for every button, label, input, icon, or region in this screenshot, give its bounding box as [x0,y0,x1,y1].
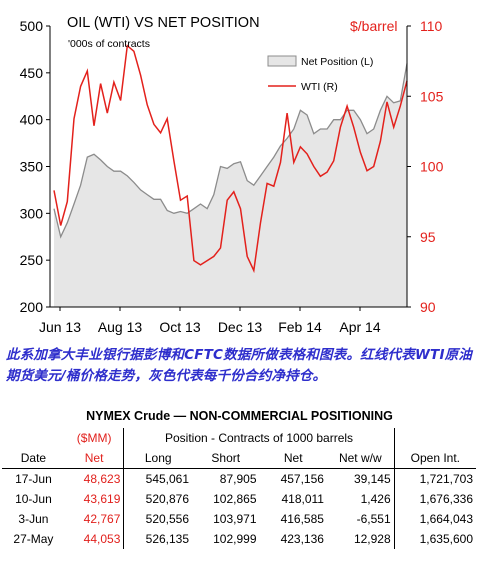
right-tick-label: 100 [420,159,444,175]
cell-net: 416,585 [280,512,324,526]
cell-date: 27-May [13,532,54,546]
legend-label-wti: WTI (R) [301,81,338,93]
right-tick-label: 110 [420,18,443,34]
cell-date: 3-Jun [18,512,49,526]
cell-net: 418,011 [281,492,324,506]
right-tick-label: 95 [420,229,436,245]
legend-label-net: Net Position (L) [301,56,373,68]
col-header-short: Short [192,448,260,469]
cell-open-int: 1,721,703 [393,468,476,489]
wti-price-line [53,44,408,274]
cell-net-ww: -6,551 [356,512,391,526]
position-group-header: Position - Contracts of 1000 barrels [123,428,395,448]
cell-net: 457,156 [280,472,324,486]
x-tick-label: Oct 13 [159,319,200,335]
table-group-header-row: ($MM) Position - Contracts of 1000 barre… [2,428,476,448]
table-row: 27-May 44,053 526,135 102,999 423,136 12,928 1… [2,529,476,549]
col-header-net-mm: Net [64,448,124,469]
x-tick-label: Dec 13 [218,319,263,335]
cell-net: 423,136 [280,532,324,546]
money-group-header: ($MM) [76,431,112,445]
cell-long: 520,556 [123,509,193,529]
left-tick-label: 350 [20,159,44,175]
cell-net-mm: 42,767 [83,512,121,526]
table-row: 3-Jun 42,767 520,556 103,971 416,585 -6,551 1,… [2,509,476,529]
right-tick-label: 105 [420,88,444,104]
chart-caption: 此系加拿大丰业银行据彭博和CFTC数据所做表格和图表。红线代表WTI原油期货美元… [6,347,473,384]
net-position-area [54,63,407,307]
cell-open-int: 1,635,600 [393,529,476,549]
left-tick-label: 400 [20,112,44,128]
cell-long: 526,135 [123,529,193,549]
table-column-header-row: Date Net Long Short Net Net w/w Open Int… [2,448,476,469]
left-tick-label: 250 [20,252,44,268]
x-tick-label: Aug 13 [98,319,143,335]
positioning-table: ($MM) Position - Contracts of 1000 barre… [2,428,476,549]
table-row: 17-Jun 48,623 545,061 87,905 457,156 39,145 1,… [2,468,476,489]
chart-title: OIL (WTI) VS NET POSITION [67,15,260,31]
cell-net-mm: 43,619 [83,492,121,506]
col-header-open-int: Open Int. [393,448,476,469]
col-header-long: Long [123,448,193,469]
cell-short: 102,865 [213,492,257,506]
left-tick-label: 200 [20,299,44,315]
right-axis-label: $/barrel [350,18,397,34]
cell-net-mm: 48,623 [83,472,121,486]
x-tick-label: Feb 14 [278,319,322,335]
cell-net-ww: 39,145 [353,472,391,486]
cell-date: 17-Jun [15,472,52,486]
cell-net-ww: 12,928 [353,532,391,546]
col-header-date: Date [2,448,65,469]
col-header-net: Net [259,448,327,469]
cell-long: 520,876 [123,489,193,509]
cell-short: 87,905 [219,472,257,486]
x-tick-label: Jun 13 [39,319,81,335]
table-row: 10-Jun 43,619 520,876 102,865 418,011 1,426 1,… [2,489,476,509]
x-tick-label: Apr 14 [339,319,380,335]
table-title: NYMEX Crude — NON-COMMERCIAL POSITIONING [86,409,393,423]
cell-long: 545,061 [123,468,193,489]
right-tick-label: 90 [420,299,436,315]
left-tick-label: 500 [20,18,44,34]
cell-open-int: 1,664,043 [393,509,476,529]
chart-subtitle: '000s of contracts [68,38,150,50]
cell-short: 103,971 [213,512,257,526]
legend-swatch-net [267,55,297,67]
left-tick-label: 450 [20,65,44,81]
chart-panel: 200 250 300 350 400 450 500 90 95 100 105 110 Jun 13… [20,15,444,335]
oil-vs-net-position-chart: 200 250 300 350 400 450 500 90 95 100 105 110 Jun 13… [20,15,444,335]
cell-open-int: 1,676,336 [393,489,476,509]
cell-short: 102,999 [213,532,257,546]
left-tick-label: 300 [20,205,44,221]
col-header-net-ww: Net w/w [326,448,395,469]
cell-net-ww: 1,426 [360,492,391,506]
cell-date: 10-Jun [15,492,52,506]
cell-net-mm: 44,053 [83,532,121,546]
